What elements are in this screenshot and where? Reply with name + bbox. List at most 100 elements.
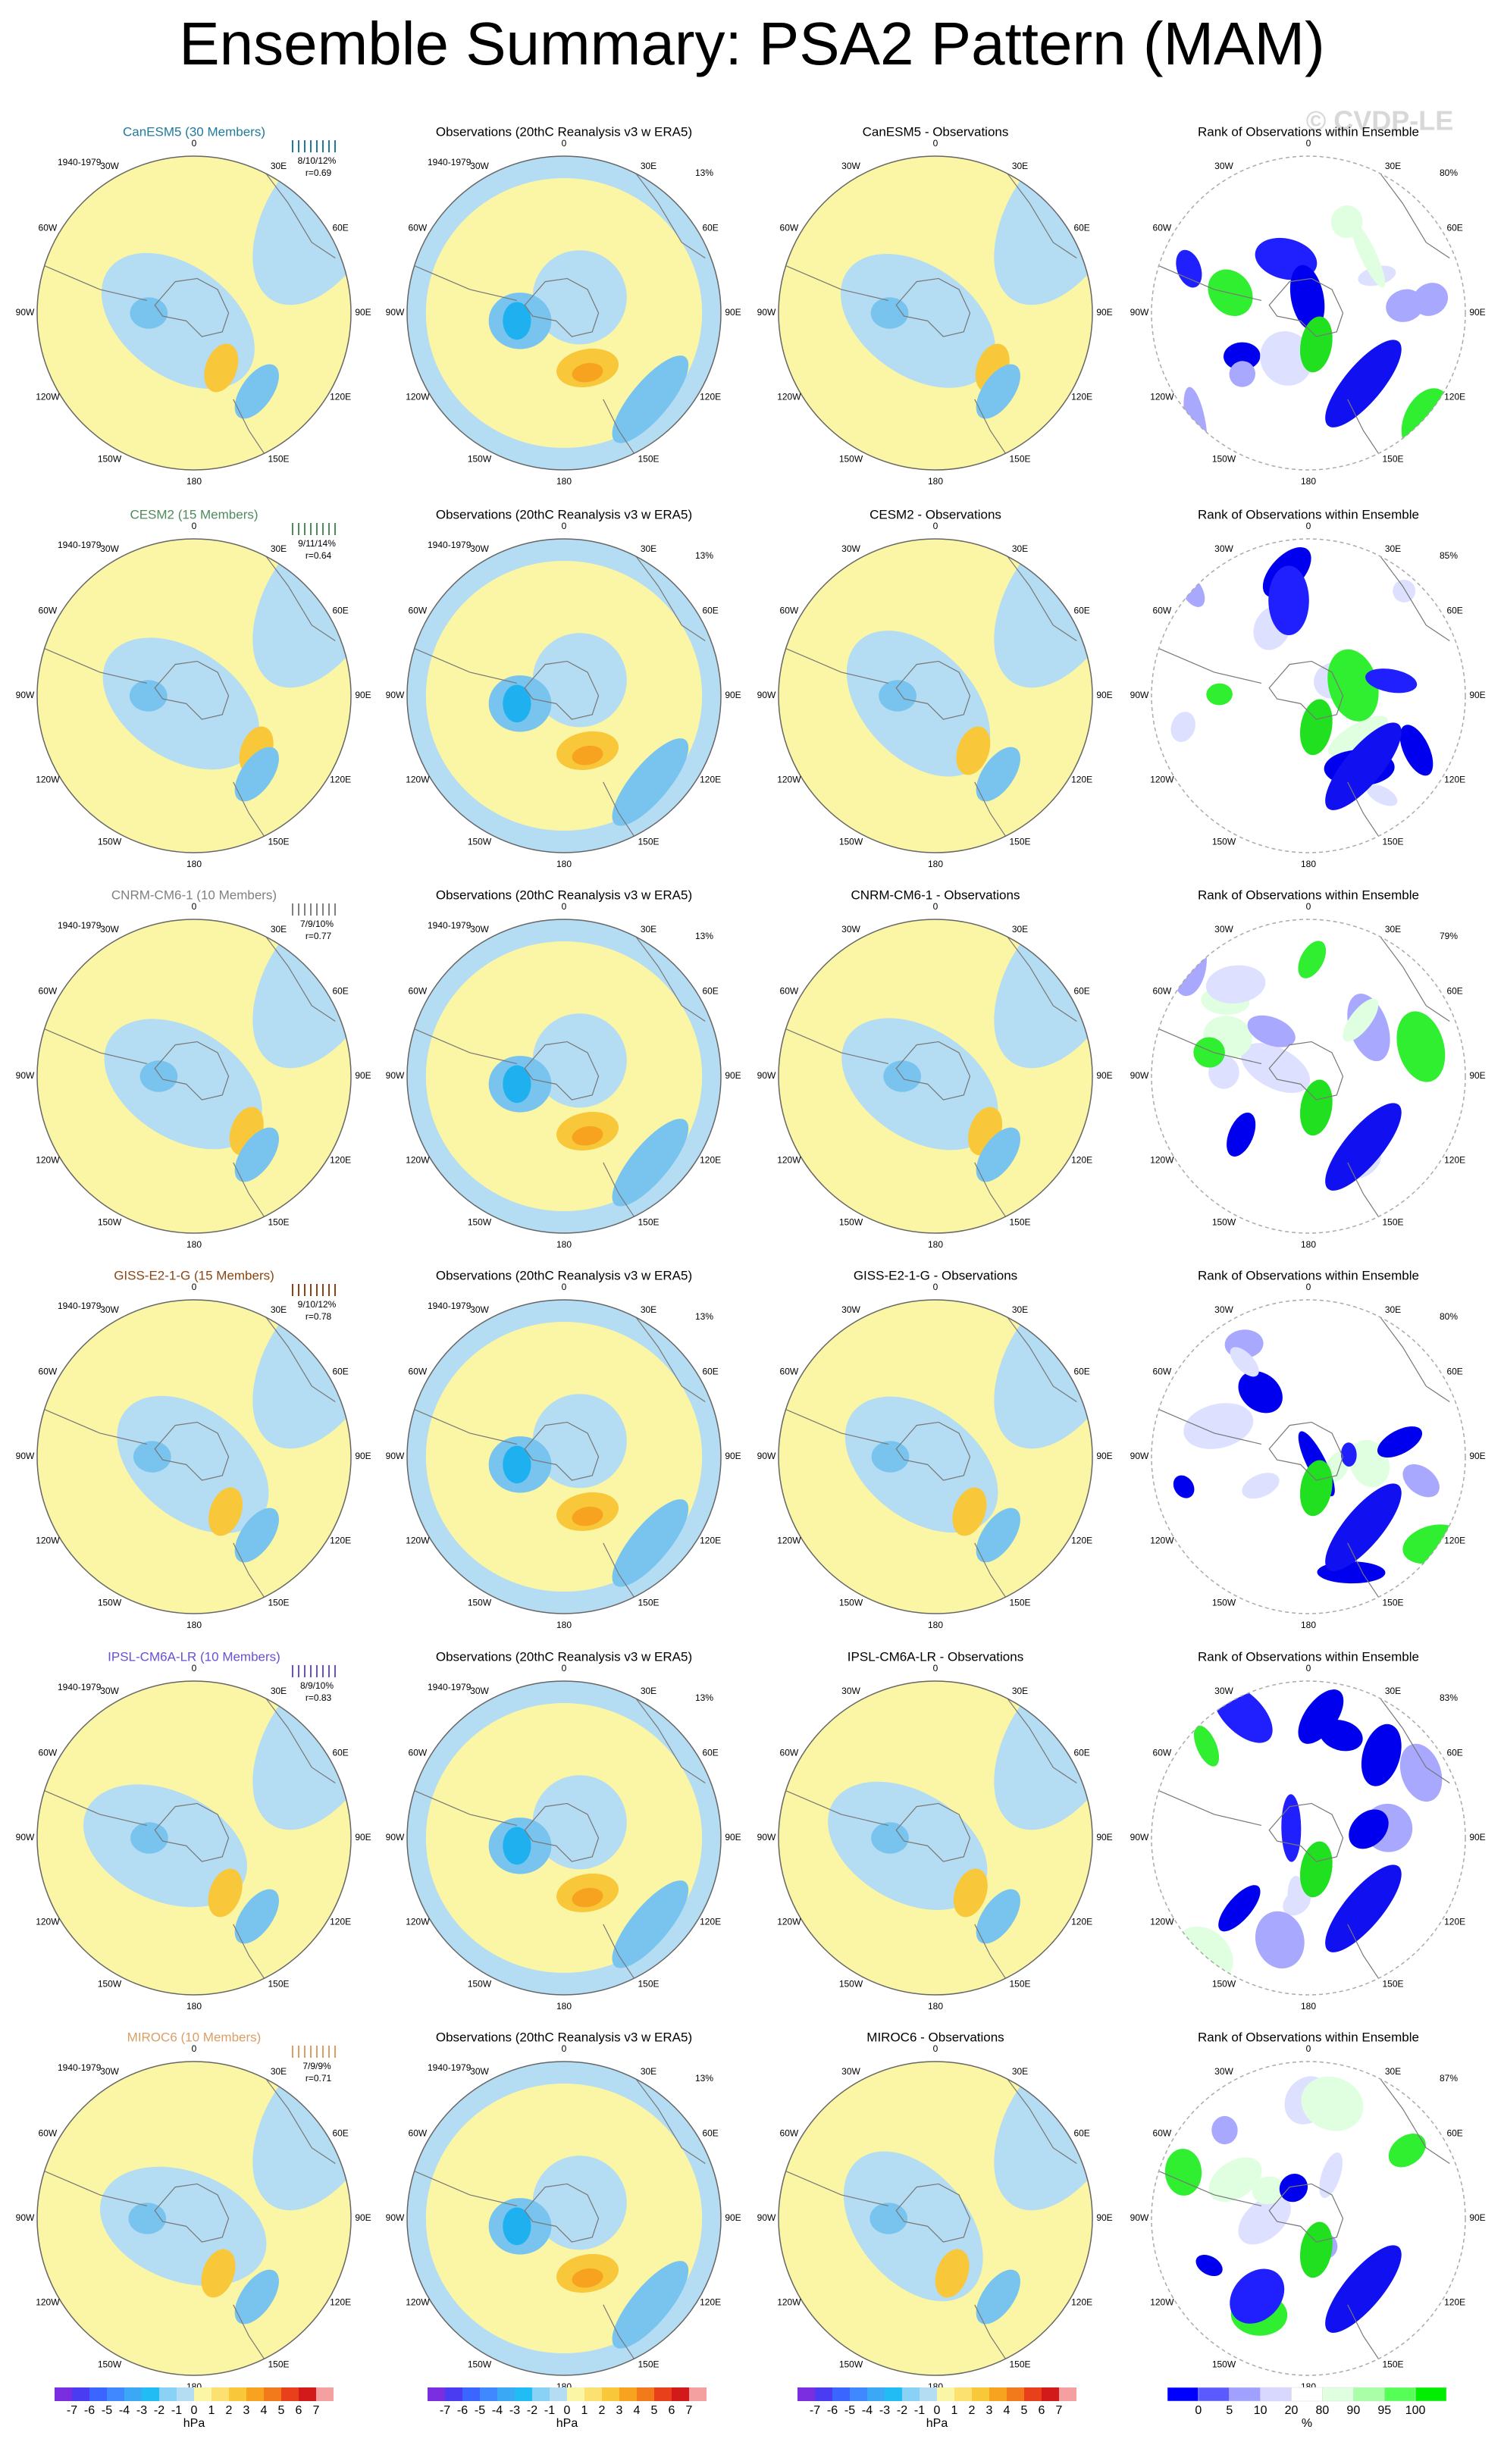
colorbar-box <box>1198 2387 1230 2402</box>
percent-label: 85% <box>1440 550 1458 561</box>
coastline <box>1268 660 1344 720</box>
contour-region <box>1399 1743 1443 1802</box>
longitude-label: 120E <box>330 1155 351 1166</box>
longitude-label: 60E <box>702 1748 718 1758</box>
longitude-label: 180 <box>186 1620 202 1630</box>
contour-region <box>1319 1720 1363 1752</box>
coastline <box>154 2183 230 2243</box>
colorbar-label: -3 <box>136 2404 147 2417</box>
colorbar-box <box>550 2387 567 2401</box>
contour-region <box>1241 1043 1311 1094</box>
colorbar-box <box>1007 2387 1024 2401</box>
longitude-label: 90E <box>725 1070 741 1081</box>
longitude-label: 30W <box>470 543 489 554</box>
map-border <box>406 1299 722 1614</box>
longitude-label: 150W <box>468 1216 492 1227</box>
longitude-label: 30E <box>1012 1686 1028 1696</box>
colorbar-label: -6 <box>457 2404 468 2417</box>
colorbar-label: 1 <box>581 2404 588 2417</box>
coastline <box>1347 1924 1380 1980</box>
contour-region <box>870 297 909 329</box>
longitude-label: 90E <box>1469 307 1485 318</box>
colorbar-label: 3 <box>986 2404 993 2417</box>
longitude-label: 150E <box>1009 453 1030 464</box>
colorbar-box <box>567 2387 584 2401</box>
coastline <box>1268 1041 1344 1101</box>
map-border <box>1151 2061 1466 2376</box>
contour-region <box>572 1506 603 1526</box>
coastline <box>264 1696 336 1784</box>
longitude-label: 60W <box>1153 2128 1172 2139</box>
contour-region <box>1350 221 1386 288</box>
longitude-label: 30E <box>271 161 287 171</box>
coastline <box>233 1162 265 1218</box>
longitude-label: 120W <box>36 775 60 785</box>
contour-region <box>1386 289 1424 322</box>
coastline <box>1005 171 1077 259</box>
longitude-label: 30W <box>100 543 119 554</box>
longitude-label: 150W <box>1212 1216 1236 1227</box>
longitude-label: 90W <box>16 1070 35 1081</box>
longitude-label: 60W <box>780 986 799 997</box>
colorbar-box <box>1322 2387 1354 2402</box>
longitude-label: 120E <box>1071 2297 1092 2308</box>
contour-region <box>1195 2254 1223 2277</box>
longitude-label: 60E <box>702 223 718 233</box>
longitude-label: 150W <box>468 2359 492 2369</box>
percent-label: 13% <box>695 1311 713 1322</box>
longitude-label: 60W <box>409 986 428 997</box>
longitude-label: 180 <box>1301 2001 1316 2012</box>
contour-region <box>572 2268 603 2288</box>
colorbar-box <box>619 2387 637 2401</box>
longitude-label: 30W <box>1214 543 1233 554</box>
longitude-label: 60E <box>1446 1748 1462 1758</box>
longitude-label: 60W <box>780 1748 799 1758</box>
coastline <box>1159 1028 1262 1065</box>
longitude-label: 0 <box>562 521 567 531</box>
colorbar-box <box>177 2387 194 2401</box>
coastline <box>1005 554 1077 642</box>
longitude-label: 120W <box>36 1536 60 1546</box>
longitude-label: 30W <box>100 161 119 171</box>
contour-region <box>976 364 1020 419</box>
longitude-label: 150E <box>268 2359 289 2369</box>
longitude-label: 30W <box>470 1686 489 1696</box>
colorbar-label: -6 <box>827 2404 838 2417</box>
longitude-label: 60W <box>39 2128 58 2139</box>
colorbar-box <box>299 2387 316 2401</box>
coastline <box>524 1802 600 1862</box>
map-panel <box>779 539 1092 853</box>
map-panel <box>407 1681 721 1995</box>
colorbar-box <box>428 2387 445 2401</box>
longitude-label: 180 <box>186 476 202 487</box>
colorbar-label: 7 <box>313 2404 320 2417</box>
longitude-label: 150W <box>839 453 863 464</box>
longitude-label: 60E <box>1446 986 1462 997</box>
colorbar-box <box>107 2387 124 2401</box>
colorbar-box <box>672 2387 689 2401</box>
longitude-label: 30W <box>1214 924 1233 935</box>
longitude-label: 150E <box>638 1978 659 1989</box>
longitude-label: 30W <box>1214 161 1233 171</box>
colorbar-label: -7 <box>810 2404 820 2417</box>
longitude-label: 150W <box>98 2359 122 2369</box>
longitude-label: 30E <box>271 924 287 935</box>
coastline <box>1347 781 1380 838</box>
longitude-label: 90W <box>1130 1070 1149 1081</box>
colorbar-label: -4 <box>862 2404 873 2417</box>
map-border <box>406 919 722 1234</box>
contour-region <box>572 745 603 765</box>
longitude-label: 90W <box>386 1451 405 1461</box>
contour-region <box>1377 1426 1423 1458</box>
contour-region <box>1223 342 1261 371</box>
longitude-label: 30E <box>1385 543 1401 554</box>
longitude-label: 120W <box>777 1155 801 1166</box>
longitude-label: 60E <box>332 1748 348 1758</box>
longitude-label: 150W <box>1212 1978 1236 1989</box>
longitude-label: 90W <box>386 307 405 318</box>
coastline <box>154 1041 230 1101</box>
longitude-label: 120E <box>700 392 721 402</box>
colorbar-box <box>316 2387 334 2401</box>
coastline <box>603 2304 635 2360</box>
contour-region <box>1211 2115 1238 2145</box>
